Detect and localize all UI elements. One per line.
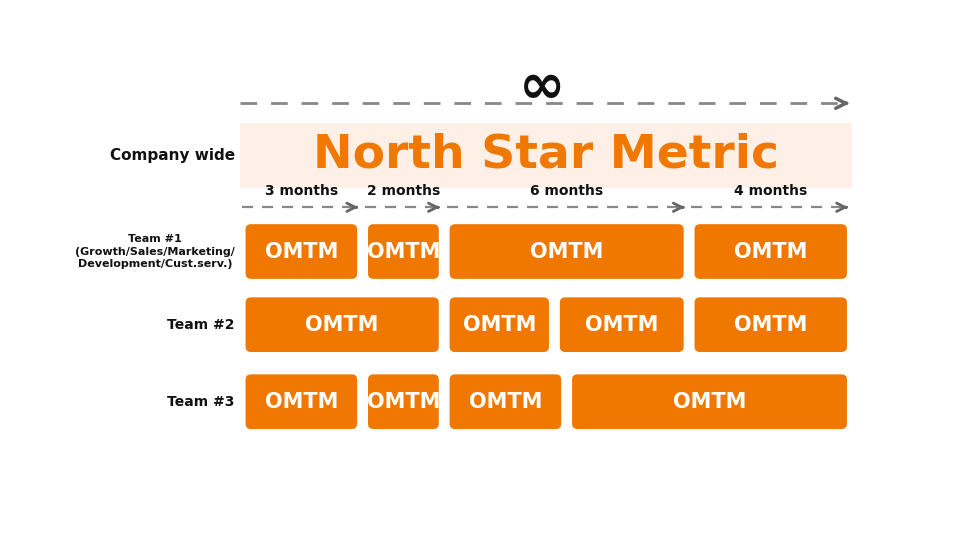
- FancyBboxPatch shape: [368, 374, 439, 429]
- FancyBboxPatch shape: [449, 298, 549, 352]
- Text: 4 months: 4 months: [734, 184, 807, 198]
- Text: OMTM: OMTM: [673, 392, 746, 411]
- Text: OMTM: OMTM: [305, 315, 379, 335]
- FancyBboxPatch shape: [694, 298, 847, 352]
- Text: 3 months: 3 months: [265, 184, 338, 198]
- Text: 2 months: 2 months: [367, 184, 440, 198]
- Text: OMTM: OMTM: [734, 241, 807, 261]
- Text: OMTM: OMTM: [265, 241, 338, 261]
- Text: Team #2: Team #2: [167, 318, 234, 332]
- FancyBboxPatch shape: [368, 224, 439, 279]
- FancyBboxPatch shape: [572, 374, 847, 429]
- Text: Company wide: Company wide: [109, 148, 234, 163]
- FancyBboxPatch shape: [246, 224, 357, 279]
- FancyBboxPatch shape: [246, 374, 357, 429]
- Text: 6 months: 6 months: [530, 184, 603, 198]
- Text: Team #1
(Growth/Sales/Marketing/
Development/Cust.serv.): Team #1 (Growth/Sales/Marketing/ Develop…: [75, 234, 234, 269]
- Text: OMTM: OMTM: [265, 392, 338, 411]
- Text: OMTM: OMTM: [367, 241, 440, 261]
- Text: OMTM: OMTM: [463, 315, 536, 335]
- FancyBboxPatch shape: [560, 298, 684, 352]
- FancyBboxPatch shape: [449, 374, 562, 429]
- FancyBboxPatch shape: [694, 224, 847, 279]
- Text: ∞: ∞: [519, 61, 565, 115]
- Text: OMTM: OMTM: [468, 392, 542, 411]
- Text: OMTM: OMTM: [585, 315, 659, 335]
- Bar: [240, 123, 852, 188]
- Text: OMTM: OMTM: [367, 392, 440, 411]
- Text: North Star Metric: North Star Metric: [313, 133, 780, 178]
- Text: Team #3: Team #3: [167, 395, 234, 409]
- FancyBboxPatch shape: [449, 224, 684, 279]
- FancyBboxPatch shape: [246, 298, 439, 352]
- Text: OMTM: OMTM: [734, 315, 807, 335]
- Text: OMTM: OMTM: [530, 241, 603, 261]
